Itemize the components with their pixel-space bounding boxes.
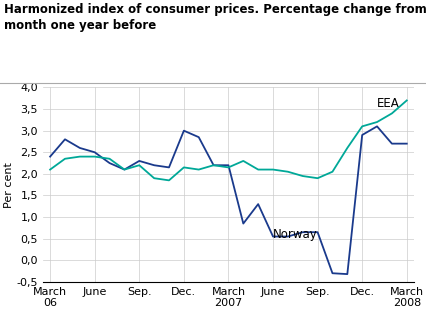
Text: EEA: EEA	[376, 97, 399, 110]
Text: Norway: Norway	[272, 228, 317, 241]
Text: Harmonized index of consumer prices. Percentage change from the same
month one y: Harmonized index of consumer prices. Per…	[4, 3, 426, 32]
Y-axis label: Per cent: Per cent	[3, 162, 14, 208]
